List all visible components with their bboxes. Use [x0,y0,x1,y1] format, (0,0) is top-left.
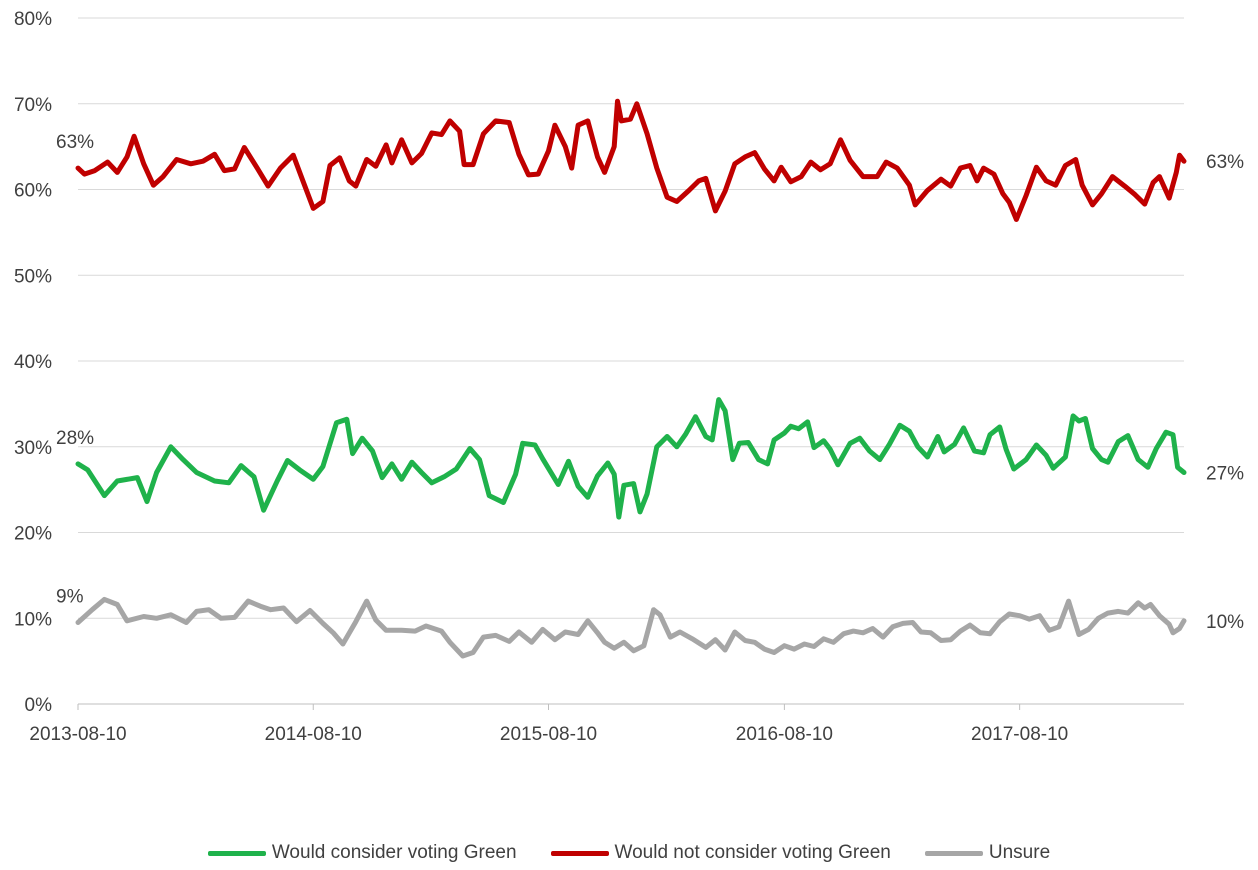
legend: Would consider voting Green Would not co… [0,842,1258,864]
y-tick-label: 10% [14,609,52,630]
y-tick-label: 40% [14,352,52,373]
legend-swatch-not-consider [550,850,609,856]
legend-label-consider: Would consider voting Green [271,842,517,863]
x-tick-label: 2013-08-10 [29,724,126,745]
legend-label-unsure: Unsure [988,842,1051,863]
series-line-1 [75,98,1187,222]
legend-label-not-consider: Would not consider voting Green [614,842,891,863]
legend-item-not-consider: Would not consider voting Green [550,842,891,864]
x-tick-label: 2015-08-10 [500,724,597,745]
y-tick-label: 70% [14,95,52,116]
y-tick-label: 50% [14,266,52,287]
series-start-label: 9% [56,587,84,608]
legend-item-unsure: Unsure [924,842,1051,864]
x-tick-label: 2014-08-10 [265,724,362,745]
series-end-label: 10% [1206,612,1244,633]
gridlines [78,17,1184,619]
series-line-0 [75,397,1187,520]
series-end-label: 63% [1206,152,1244,173]
x-tick-label: 2017-08-10 [971,724,1068,745]
axes: 0% 10% 20% 30% 40% 50% 60% 70% 80% 2013-08-10 2014… [14,9,1184,745]
series-start-label: 28% [56,428,94,449]
y-tick-label: 20% [14,524,52,545]
y-tick-label: 80% [14,9,52,30]
legend-item-consider: Would consider voting Green [207,842,517,864]
y-tick-label: 60% [14,181,52,202]
x-tick-label: 2016-08-10 [736,724,833,745]
series-line-2 [75,596,1187,659]
series-end-label: 27% [1206,463,1244,484]
legend-swatch-consider [207,850,266,856]
y-tick-label: 30% [14,438,52,459]
series-start-label: 63% [56,132,94,153]
data-labels: 28% 27% 63% 63% 9% 10% [56,132,1244,633]
series-lines [75,98,1187,659]
y-tick-label: 0% [25,695,53,716]
legend-swatch-unsure [924,850,983,856]
line-chart: 0% 10% 20% 30% 40% 50% 60% 70% 80% 2013-08-10 2014… [14,9,1244,745]
